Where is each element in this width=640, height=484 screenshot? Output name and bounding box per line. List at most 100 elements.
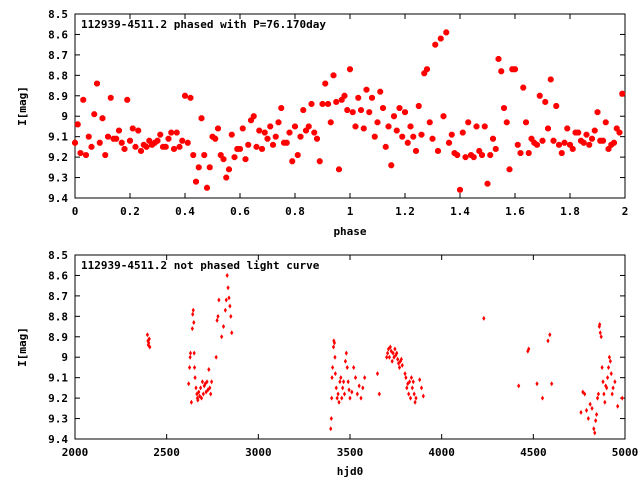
phased-data-point <box>272 133 279 140</box>
unphased-data-point <box>221 324 226 330</box>
unphased-data-point <box>363 375 367 381</box>
unphased-data-point <box>584 407 589 413</box>
phased-data-point <box>228 131 235 138</box>
unphased-data-point <box>229 313 233 319</box>
unphased-data-point <box>192 364 197 370</box>
phased-data-point <box>143 143 150 150</box>
phased-data-point <box>490 135 496 142</box>
unphased-data-point <box>361 385 365 391</box>
unphased-data-point <box>346 379 350 385</box>
phased-data-point <box>83 152 89 158</box>
unphased-data-point <box>341 385 345 391</box>
phased-data-point <box>360 125 367 132</box>
phased-data-point <box>371 133 378 140</box>
unphased-data-point <box>193 375 197 381</box>
unphased-data-point <box>397 364 402 370</box>
phased-data-point <box>193 178 199 185</box>
phased-data-point <box>352 123 359 130</box>
unphased-data-point <box>546 338 550 344</box>
phased-data-point <box>132 143 139 150</box>
phased-data-point <box>341 92 348 99</box>
phased-data-point <box>410 133 417 140</box>
unphased-x-tick-label: 2500 <box>153 446 180 459</box>
phased-data-point <box>80 96 87 103</box>
phased-x-tick-label: 0.2 <box>120 205 140 218</box>
phased-data-point <box>432 41 439 48</box>
unphased-data-point <box>352 364 356 370</box>
phased-data-point <box>118 139 125 146</box>
unphased-data-point <box>605 385 609 391</box>
phased-y-tick-label: 9 <box>61 110 68 123</box>
phased-data-point <box>314 135 320 142</box>
unphased-data-point <box>225 272 229 278</box>
phased-x-tick-label: 1.8 <box>560 205 580 218</box>
unphased-data-point <box>347 387 351 393</box>
unphased-data-point <box>344 350 348 356</box>
phased-data-point <box>91 111 98 118</box>
unphased-data-point <box>611 385 615 391</box>
phased-data-point <box>418 131 425 138</box>
phased-data-point <box>437 35 444 42</box>
phased-data-point <box>525 150 532 156</box>
unphased-data-point <box>597 324 601 330</box>
phased-x-tick-label: 0.4 <box>175 205 195 218</box>
unphased-data-point <box>395 350 399 356</box>
phased-data-point <box>138 148 144 154</box>
unphased-data-point <box>329 426 333 432</box>
phased-data-point <box>580 139 587 146</box>
unphased-data-point <box>390 358 394 364</box>
unphased-data-point <box>400 362 404 368</box>
unphased-data-point <box>414 395 418 401</box>
unphased-data-point <box>188 354 192 360</box>
unphased-data-point <box>357 383 361 389</box>
phased-data-point <box>212 135 219 142</box>
phased-data-point <box>349 109 356 116</box>
unphased-y-axis-label: I[mag] <box>16 327 29 367</box>
phased-data-point <box>116 127 122 134</box>
phased-data-point <box>107 94 114 101</box>
unphased-data-point <box>215 317 219 323</box>
phased-data-point <box>165 135 172 142</box>
phased-data-point <box>512 66 518 73</box>
unphased-data-point <box>377 391 381 397</box>
unphased-data-points <box>145 272 624 436</box>
phased-data-point <box>583 131 590 138</box>
phased-data-point <box>457 186 463 193</box>
unphased-data-point <box>482 315 486 321</box>
phased-data-point <box>311 129 318 136</box>
unphased-data-point <box>339 375 343 381</box>
phased-data-point <box>88 143 95 150</box>
phased-data-point <box>215 125 221 132</box>
unphased-data-point <box>590 405 594 411</box>
phased-data-point <box>435 148 441 154</box>
phased-data-point <box>94 80 100 87</box>
unphased-y-tick-label: 8.5 <box>48 249 68 262</box>
phased-data-point <box>250 113 257 120</box>
phased-data-point <box>523 119 529 126</box>
phased-y-tick-label: 8.7 <box>48 49 68 62</box>
unphased-data-point <box>224 297 228 303</box>
phased-data-point <box>382 143 389 150</box>
phased-data-point <box>129 125 136 132</box>
unphased-data-point <box>209 391 213 397</box>
phased-data-point <box>245 141 252 148</box>
phased-data-point <box>575 129 582 136</box>
unphased-data-point <box>338 379 342 385</box>
unphased-data-point <box>192 350 196 356</box>
unphased-data-point <box>200 379 205 385</box>
phased-x-tick-label: 0.6 <box>230 205 250 218</box>
unphased-data-point <box>216 313 220 319</box>
unphased-data-point <box>588 401 592 407</box>
unphased-x-tick-label: 5000 <box>612 446 639 459</box>
unphased-data-point <box>191 307 195 313</box>
phased-data-point <box>187 94 194 101</box>
unphased-panel: 112939-4511.2 not phased light curve 200… <box>16 249 638 478</box>
phased-y-axis-label: I[mag] <box>16 86 29 126</box>
unphased-data-point <box>407 391 411 397</box>
phased-data-point <box>553 103 560 109</box>
phased-data-point <box>162 143 169 150</box>
phased-data-point <box>380 105 386 111</box>
unphased-data-point <box>191 311 195 317</box>
phased-data-point <box>520 84 527 91</box>
phased-data-point <box>347 66 353 73</box>
